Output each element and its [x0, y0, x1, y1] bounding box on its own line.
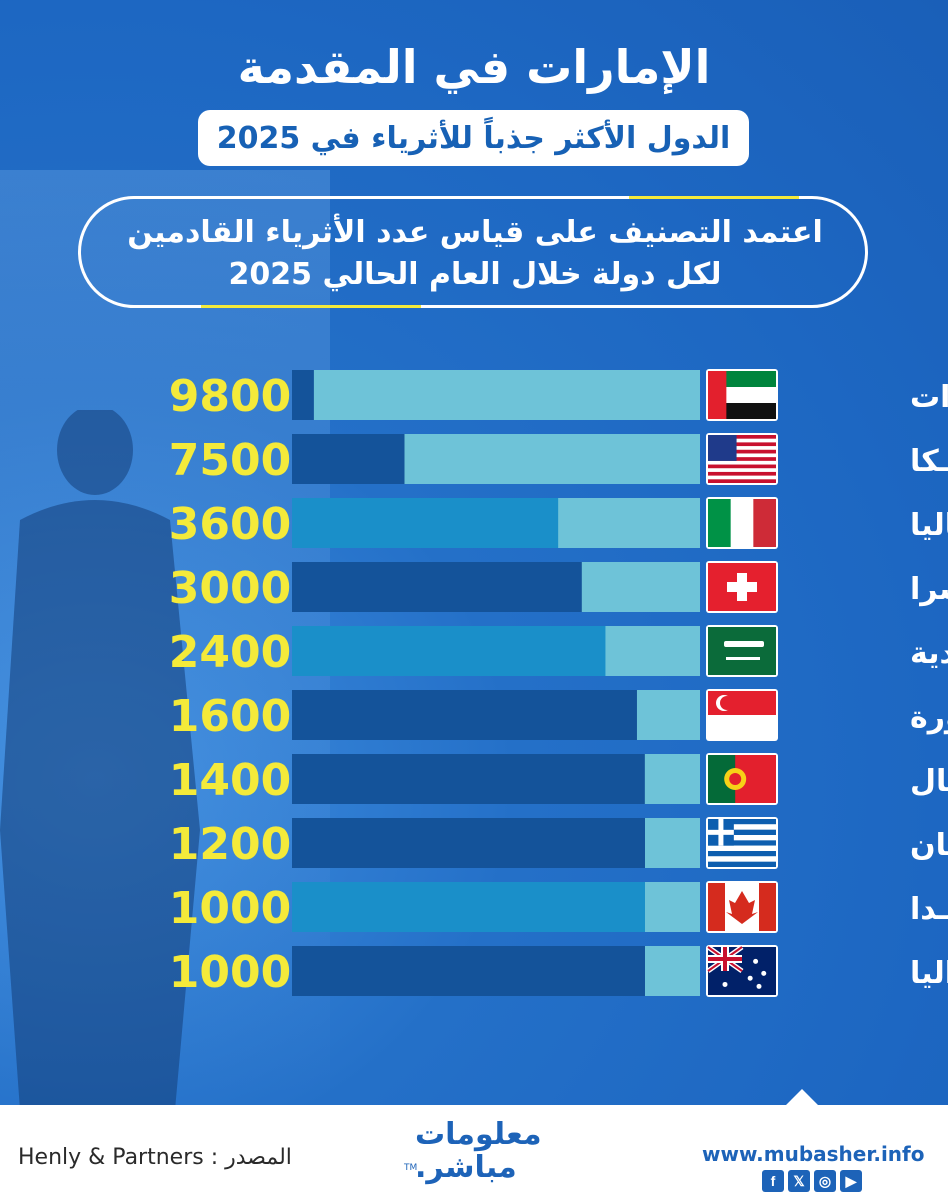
- category-label: أســـتراليا: [910, 953, 948, 991]
- accent-line: [629, 196, 799, 199]
- trademark-mark: TM: [404, 1163, 418, 1173]
- social-links: f 𝕏 ◎ ▶: [762, 1170, 862, 1192]
- facebook-icon[interactable]: f: [762, 1170, 784, 1192]
- portugal-flag-icon: [706, 753, 778, 805]
- value-label: 1200: [169, 819, 291, 870]
- greece-flag-icon: [706, 817, 778, 869]
- saudi-flag-icon: [706, 625, 778, 677]
- accent-line: [201, 305, 421, 308]
- bar: [605, 626, 700, 676]
- value-label: 1000: [169, 883, 291, 934]
- category-label: اليونـــان: [910, 828, 948, 863]
- instagram-icon[interactable]: ◎: [814, 1170, 836, 1192]
- brand-logo-line-2: مباشر.: [415, 1150, 517, 1185]
- bar: [581, 562, 700, 612]
- brand-logo-line-1: معلومات: [415, 1117, 542, 1152]
- value-label: 1600: [169, 691, 291, 742]
- website-link[interactable]: www.mubasher.info: [702, 1142, 925, 1166]
- category-label: البرتـــغال: [910, 764, 948, 799]
- bar: [636, 690, 700, 740]
- bar: [645, 818, 700, 868]
- bar-track: [292, 882, 700, 932]
- youtube-icon[interactable]: ▶: [840, 1170, 862, 1192]
- category-label: سويـــسرا: [910, 572, 948, 607]
- bar-track: [292, 818, 700, 868]
- category-label: أمريـــكا: [910, 441, 948, 479]
- subtitle-box: الدول الأكثر جذباً للأثرياء في 2025: [198, 110, 749, 166]
- value-label: 7500: [169, 435, 291, 486]
- uae-flag-icon: [706, 369, 778, 421]
- bar: [644, 754, 700, 804]
- usa-flag-icon: [706, 433, 778, 485]
- note-line-1: اعتمد التصنيف على قياس عدد الأثرياء القا…: [127, 215, 823, 250]
- value-label: 3000: [169, 563, 291, 614]
- note-line-2: لكل دولة خلال العام الحالي 2025: [228, 257, 722, 292]
- category-label: الإمـــارات: [910, 380, 948, 415]
- bar: [558, 498, 700, 548]
- category-label: إيطـــاليا: [910, 508, 948, 543]
- methodology-note: اعتمد التصنيف على قياس عدد الأثرياء القا…: [100, 212, 850, 296]
- singapore-flag-icon: [706, 689, 778, 741]
- main-title: الإمارات في المقدمة: [237, 40, 711, 94]
- category-label: السعودية: [910, 636, 948, 671]
- bar-track: [292, 754, 700, 804]
- canada-flag-icon: [706, 881, 778, 933]
- value-label: 2400: [169, 627, 291, 678]
- note-frame: [78, 196, 868, 308]
- switzerland-flag-icon: [706, 561, 778, 613]
- italy-flag-icon: [706, 497, 778, 549]
- category-label: كنـــدا: [910, 892, 948, 927]
- bar: [404, 434, 700, 484]
- value-label: 3600: [169, 499, 291, 550]
- subtitle-text: الدول الأكثر جذباً للأثرياء في 2025: [216, 120, 731, 156]
- bar: [313, 370, 700, 420]
- bar: [645, 946, 700, 996]
- x-icon[interactable]: 𝕏: [788, 1170, 810, 1192]
- value-label: 9800: [169, 371, 291, 422]
- businessman-silhouette-icon: [0, 410, 200, 1110]
- bar-track: [292, 946, 700, 996]
- category-label: سنغافورة: [910, 700, 948, 735]
- australia-flag-icon: [706, 944, 778, 997]
- value-label: 1400: [169, 755, 291, 806]
- bar: [645, 882, 700, 932]
- source-credit: Henly & Partners : المصدر: [18, 1145, 292, 1170]
- value-label: 1000: [169, 947, 291, 998]
- bar-track: [292, 690, 700, 740]
